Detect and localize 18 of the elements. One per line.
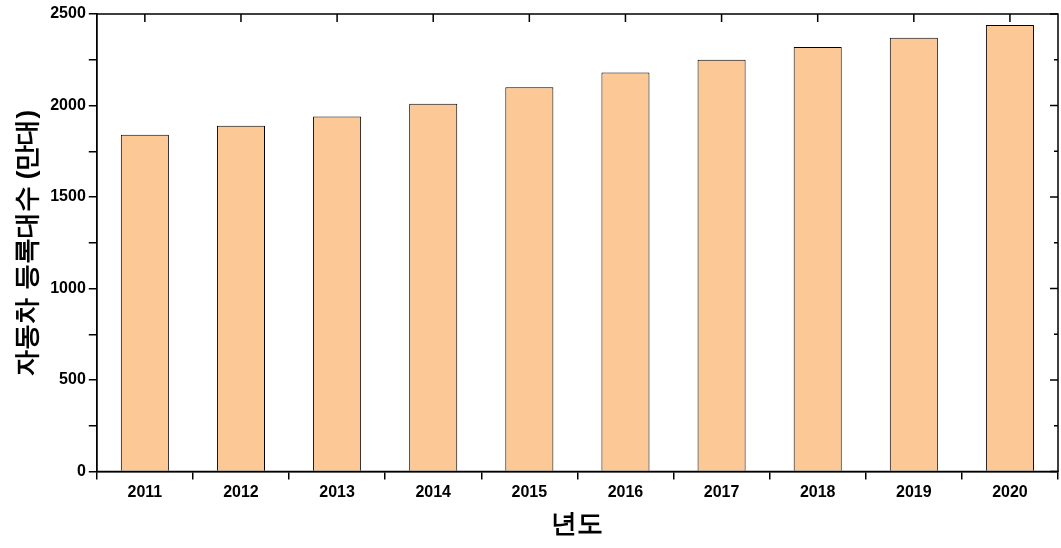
y-axis-title: 자동차 등록대수 (만대) — [10, 109, 41, 376]
y-tick-label: 0 — [76, 462, 86, 480]
y-tick-label: 1000 — [50, 278, 86, 296]
x-tick-label: 2015 — [511, 482, 548, 500]
x-tick-label: 2013 — [319, 482, 355, 500]
x-axis-title: 년도 — [551, 507, 604, 538]
y-tick-label: 2500 — [50, 4, 86, 22]
x-tick-label: 2016 — [607, 482, 644, 500]
y-tick-label: 1500 — [50, 187, 86, 205]
x-tick-label: 2012 — [223, 482, 259, 500]
x-tick-label: 2011 — [127, 482, 163, 500]
x-tick-label: 2014 — [415, 482, 452, 500]
x-tick-label: 2020 — [992, 482, 1028, 500]
x-tick-label: 2017 — [703, 482, 740, 500]
y-tick-label: 500 — [59, 370, 86, 388]
x-tick-label: 2019 — [896, 482, 932, 500]
x-tick-label: 2018 — [799, 482, 836, 500]
y-tick-label: 2000 — [50, 95, 86, 113]
